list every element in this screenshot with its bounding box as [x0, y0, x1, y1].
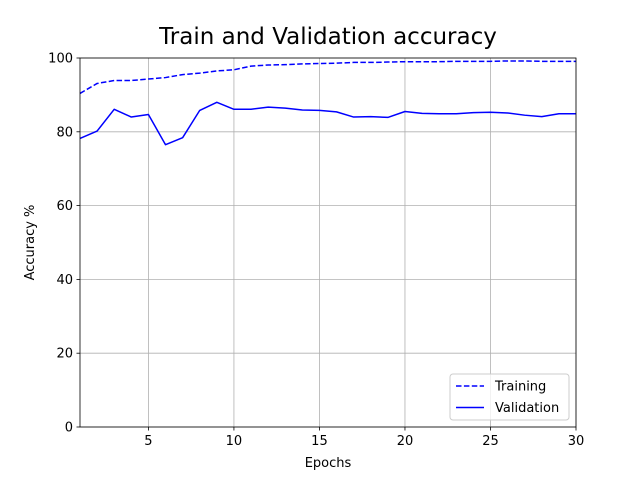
plot-series — [79, 60, 576, 146]
x-tick-label: 30 — [568, 434, 585, 449]
y-tick-label: 40 — [56, 273, 73, 288]
x-tick-label: 10 — [226, 434, 243, 449]
training-series-line — [79, 60, 576, 95]
y-axis-ticks: 0 20 40 60 80 100 — [48, 52, 80, 436]
training-legend-label: Training — [494, 380, 546, 395]
y-tick-label: 20 — [56, 347, 73, 362]
x-tick-label: 20 — [397, 434, 414, 449]
x-axis-ticks: 5 10 15 20 25 30 — [144, 427, 584, 449]
y-tick-label: 0 — [65, 421, 73, 436]
y-tick-label: 100 — [48, 52, 73, 67]
x-tick-label: 25 — [482, 434, 499, 449]
y-axis-label: Accuracy % — [23, 205, 38, 281]
legend-entries: Training Validation — [456, 380, 559, 416]
x-axis-label: Epochs — [305, 456, 352, 471]
chart-legend: Training Validation — [449, 373, 570, 421]
x-tick-label: 5 — [144, 434, 152, 449]
validation-series-line — [79, 101, 576, 146]
y-tick-label: 80 — [56, 125, 73, 140]
x-tick-label: 15 — [311, 434, 328, 449]
chart-title: Train and Validation accuracy — [158, 24, 497, 50]
validation-legend-label: Validation — [495, 401, 559, 416]
y-tick-label: 60 — [56, 199, 73, 214]
axes-frame — [79, 57, 577, 428]
